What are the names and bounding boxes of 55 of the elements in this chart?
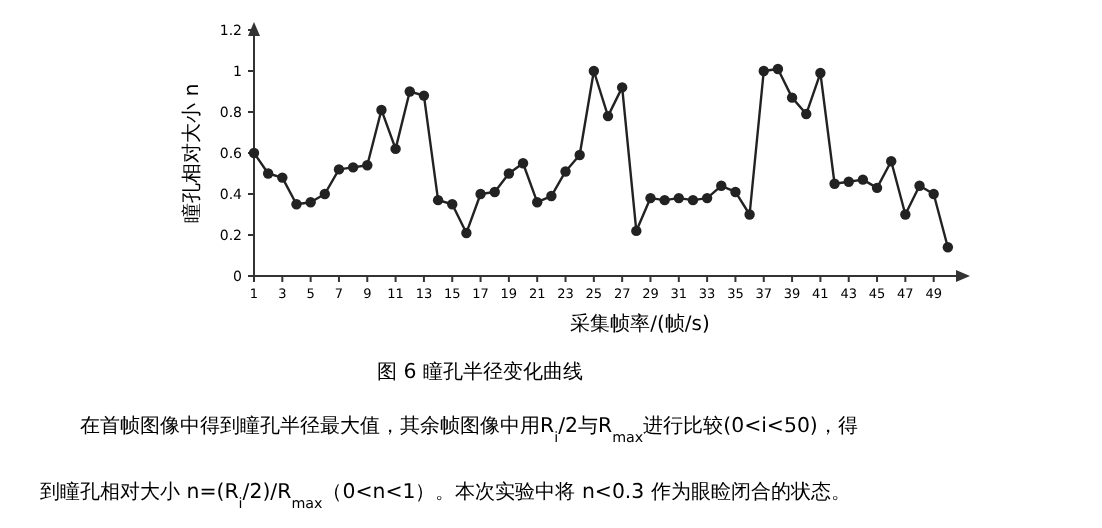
point — [730, 186, 741, 198]
point — [418, 90, 430, 101]
point — [886, 156, 897, 167]
point — [532, 197, 543, 208]
caption: 图 6 瞳孔半径变化曲线 — [377, 360, 583, 384]
point — [942, 242, 954, 253]
point — [404, 86, 415, 97]
point — [673, 192, 684, 204]
point — [928, 188, 939, 200]
point — [489, 186, 500, 198]
point — [815, 67, 826, 79]
point — [701, 192, 713, 204]
point — [560, 166, 571, 177]
point — [588, 65, 600, 77]
point — [475, 188, 486, 200]
point — [277, 172, 288, 183]
point — [687, 194, 699, 206]
point — [347, 162, 359, 173]
point — [914, 180, 925, 191]
point — [574, 149, 585, 161]
point — [659, 194, 670, 206]
text: 到瞳孔相对大小 n=(R$_{i}$/2)/R$_{max}$（0<n<1）。本次实验中将 n<0.3 作为眼睑闭合的状态。 — [40, 480, 851, 511]
point — [829, 178, 840, 189]
point — [744, 209, 755, 220]
point — [319, 188, 330, 200]
point — [447, 199, 458, 210]
point — [362, 160, 373, 171]
point — [786, 92, 798, 103]
point — [461, 227, 472, 239]
point — [716, 180, 727, 191]
point — [645, 192, 656, 204]
point — [390, 143, 401, 155]
point — [900, 209, 911, 220]
point — [262, 168, 274, 179]
point — [602, 110, 614, 122]
point — [376, 104, 387, 116]
point — [616, 82, 628, 93]
point — [546, 190, 557, 202]
point — [503, 168, 515, 179]
point — [291, 199, 302, 210]
point — [801, 108, 812, 120]
point — [248, 147, 260, 159]
y-axis-title: 瞳孔相对大小 n — [180, 83, 204, 223]
point — [517, 158, 529, 169]
point — [305, 197, 316, 208]
point — [333, 164, 345, 175]
point — [772, 63, 784, 75]
point — [843, 176, 854, 187]
point — [631, 225, 642, 237]
point — [857, 174, 869, 185]
point — [432, 194, 444, 206]
point — [871, 182, 883, 194]
x-axis-title: 采集帧率/(帧/s) — [570, 312, 710, 336]
text: 在首帧图像中得到瞳孔半径最大值，其余帧图像中用R$_{i}$/2与R$_{max}$进行比较(0<i<50)，得 — [80, 414, 858, 445]
point — [758, 65, 769, 77]
